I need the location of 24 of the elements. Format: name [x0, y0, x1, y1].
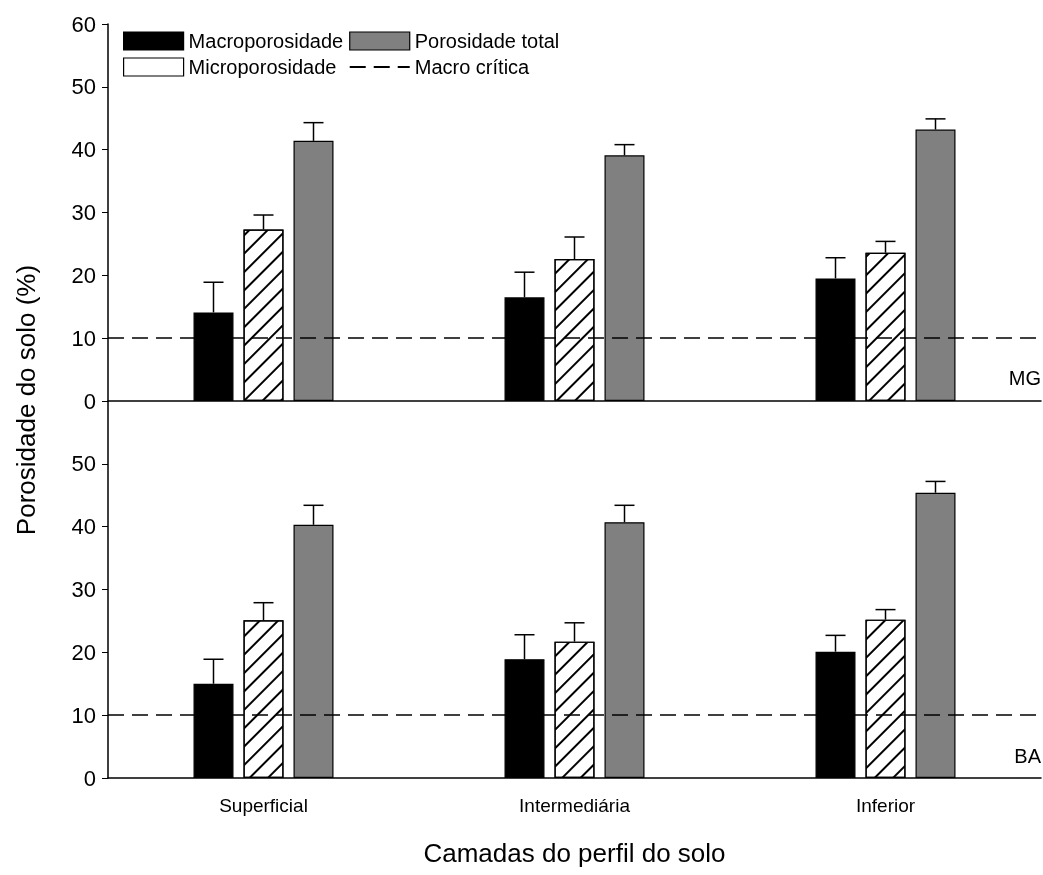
y-tick-label: 30 [71, 577, 96, 602]
annotation: BA [1014, 745, 1042, 767]
y-tick-label: 20 [71, 262, 96, 288]
y-tick-label: 10 [71, 325, 96, 351]
legend-label: Porosidade total [414, 30, 560, 52]
y-axis-title: Porosidade do solo (%) [10, 264, 42, 536]
y-tick-label: 50 [71, 74, 96, 100]
y-tick-label: 40 [71, 514, 96, 540]
legend-label: Macroporosidade [188, 30, 344, 52]
legend-label: Microporosidade [188, 56, 337, 78]
x-tick-label: Inferior [855, 795, 916, 816]
y-tick-label: 60 [71, 11, 96, 37]
x-tick-label: Superficial [219, 795, 308, 816]
y-tick-label: 10 [71, 702, 96, 728]
y-tick-label: 40 [71, 137, 96, 163]
x-axis-title: Camadas do perfil do solo [423, 838, 726, 868]
y-tick-label: 30 [71, 200, 96, 225]
y-tick-label: 20 [71, 639, 96, 665]
annotation: MG [1008, 367, 1041, 389]
y-tick-label: 0 [83, 388, 96, 414]
legend-label: Macro crítica [414, 56, 531, 78]
y-tick-label: 50 [71, 451, 96, 477]
x-tick-label: Intermediária [519, 795, 631, 816]
y-tick-label: 0 [83, 765, 96, 791]
